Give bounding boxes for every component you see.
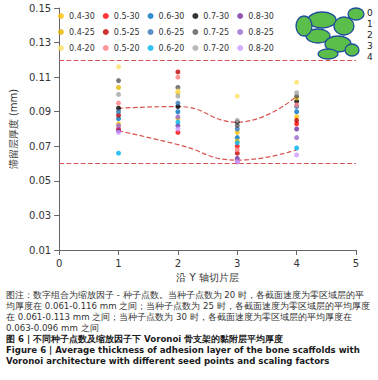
- svg-text:3: 3: [234, 258, 240, 269]
- svg-text:0.15: 0.15: [29, 3, 51, 14]
- svg-text:沿 Y 轴切片层: 沿 Y 轴切片层: [176, 272, 238, 283]
- svg-text:0.5-30: 0.5-30: [114, 12, 140, 21]
- svg-text:0.4-25: 0.4-25: [69, 28, 95, 37]
- svg-text:3: 3: [367, 41, 373, 51]
- html-text:图 6 | 不同种子点数及缩放因子下 Voronoi 骨支架: 图 6 | 不同种子点数及缩放因子下 Voronoi 骨支架的黏附层平均厚度: [6, 334, 284, 344]
- svg-text:0.07: 0.07: [29, 141, 51, 152]
- svg-text:4: 4: [367, 52, 373, 62]
- svg-text:滞留层厚度 (mm): 滞留层厚度 (mm): [8, 89, 19, 170]
- svg-text:0.6-25: 0.6-25: [159, 28, 185, 37]
- svg-text:0: 0: [56, 258, 62, 269]
- svg-text:0.4-30: 0.4-30: [69, 12, 95, 21]
- svg-text:1: 1: [367, 19, 373, 29]
- svg-text:0.13: 0.13: [29, 37, 51, 48]
- svg-text:0.5-20: 0.5-20: [114, 44, 140, 53]
- svg-text:0.03: 0.03: [29, 210, 51, 221]
- svg-text:0.8-20: 0.8-20: [248, 44, 274, 53]
- svg-text:1: 1: [115, 258, 121, 269]
- svg-text:0.09: 0.09: [29, 106, 51, 117]
- svg-text:0: 0: [367, 8, 373, 18]
- svg-text:0.6-30: 0.6-30: [159, 12, 185, 21]
- svg-text:0.7-20: 0.7-20: [203, 44, 229, 53]
- svg-text:0.01: 0.01: [29, 245, 51, 256]
- svg-text:0.4-20: 0.4-20: [69, 44, 95, 53]
- svg-text:0.05: 0.05: [29, 175, 51, 186]
- svg-text:0.5-25: 0.5-25: [114, 28, 140, 37]
- svg-text:2: 2: [175, 258, 181, 269]
- svg-text:0.8-30: 0.8-30: [248, 12, 274, 21]
- svg-text:2: 2: [367, 30, 373, 40]
- svg-text:4: 4: [293, 258, 299, 269]
- svg-text:0.7-30: 0.7-30: [203, 12, 229, 21]
- svg-text:0.11: 0.11: [29, 72, 51, 83]
- svg-text:5: 5: [353, 258, 359, 269]
- svg-text:0.6-20: 0.6-20: [159, 44, 185, 53]
- html-text:图注：数字组合为缩放因子 - 种子点数。当种子点数为 20: 图注：数字组合为缩放因子 - 种子点数。当种子点数为 20 时，各截面速度为零区…: [6, 290, 370, 333]
- svg-text:0.8-25: 0.8-25: [248, 28, 274, 37]
- svg-text:0.7-25: 0.7-25: [203, 28, 229, 37]
- html-text:Figure 6 | Average thickness o: Figure 6 | Average thickness of adhesion…: [6, 345, 360, 366]
